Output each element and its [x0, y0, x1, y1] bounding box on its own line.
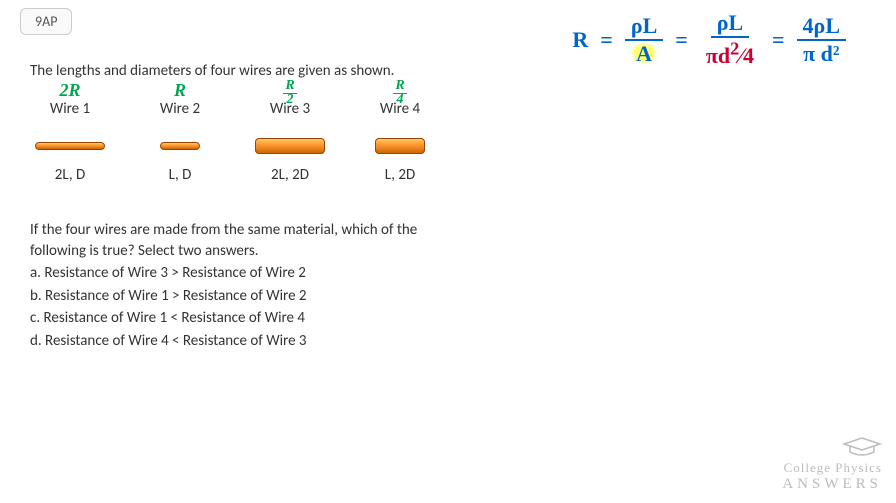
term1-denominator: A	[630, 41, 658, 65]
formula-term1: ρL A	[625, 15, 663, 65]
watermark-logo: College Physics ANSWERS	[782, 436, 882, 493]
wire-params: L, 2D	[385, 166, 415, 184]
choice-item: a. Resistance of Wire 3 > Resistance of …	[30, 262, 307, 285]
formula-lhs: R	[572, 27, 588, 53]
wire-annotation: R2	[283, 80, 296, 106]
choice-item: c. Resistance of Wire 1 < Resistance of …	[30, 307, 307, 330]
wire-label: Wire 1	[50, 100, 90, 118]
wire-annotation: 2R	[59, 80, 80, 101]
graduation-cap-icon	[782, 436, 882, 458]
wire-shape	[375, 138, 425, 154]
equals-icon: =	[772, 27, 785, 53]
equals-icon: =	[675, 27, 688, 53]
wire-label: Wire 2	[160, 100, 200, 118]
wire-shape	[160, 142, 200, 150]
wire-column-1: 2RWire 12L, D	[30, 100, 110, 184]
wire-annotation: R	[174, 80, 186, 101]
answer-choices: a. Resistance of Wire 3 > Resistance of …	[30, 262, 307, 352]
wire-params: L, D	[169, 166, 192, 184]
term3-numerator: 4ρL	[797, 15, 846, 41]
wire-shape	[35, 142, 105, 150]
term2-numerator: ρL	[711, 12, 749, 38]
term3-denominator: π d²	[797, 41, 845, 65]
question-badge: 9AP	[20, 8, 72, 35]
wire-column-3: R2Wire 32L, 2D	[250, 100, 330, 184]
wire-column-4: R4Wire 4L, 2D	[360, 100, 440, 184]
wire-shape	[255, 138, 325, 154]
choice-item: b. Resistance of Wire 1 > Resistance of …	[30, 285, 307, 308]
wires-container: 2RWire 12L, DRWire 2L, DR2Wire 32L, 2DR4…	[30, 100, 440, 184]
question-text: If the four wires are made from the same…	[30, 220, 450, 262]
wire-column-2: RWire 2L, D	[140, 100, 220, 184]
formula-term2: ρL πd2⁄4	[700, 12, 760, 67]
formula-area: R = ρL A = ρL πd2⁄4 = 4ρL π d²	[572, 12, 846, 67]
equals-icon: =	[600, 27, 613, 53]
choice-item: d. Resistance of Wire 4 < Resistance of …	[30, 330, 307, 353]
watermark-line1: College Physics	[782, 460, 882, 476]
wire-annotation: R4	[393, 80, 406, 106]
wire-params: 2L, 2D	[271, 166, 309, 184]
formula-term3: 4ρL π d²	[797, 15, 846, 65]
intro-text: The lengths and diameters of four wires …	[30, 62, 394, 82]
watermark-line2: ANSWERS	[782, 476, 882, 493]
term1-numerator: ρL	[625, 15, 663, 41]
term2-denominator: πd2⁄4	[700, 38, 760, 67]
wire-params: 2L, D	[55, 166, 85, 184]
